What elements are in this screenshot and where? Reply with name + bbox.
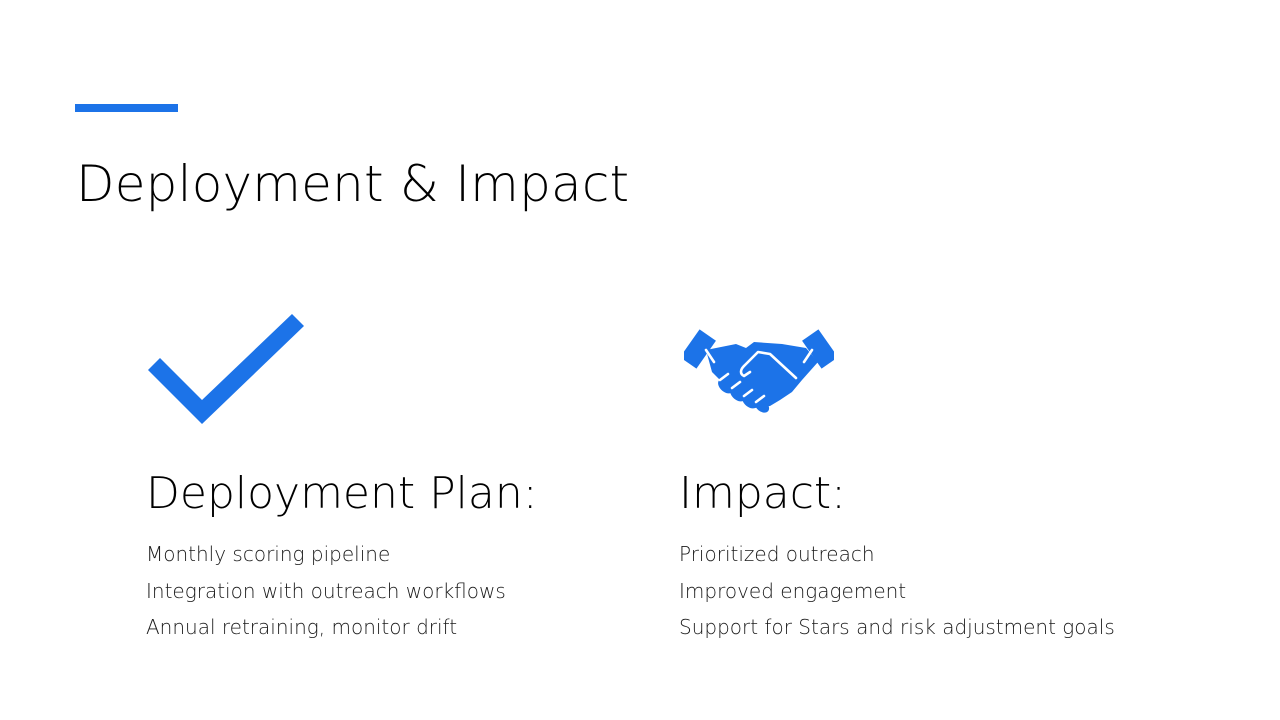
title-accent-bar <box>75 104 178 112</box>
handshake-icon <box>684 329 834 413</box>
list-item: Support for Stars and risk adjustment go… <box>679 615 1115 639</box>
deployment-plan-list: Monthly scoring pipeline Integration wit… <box>146 536 506 646</box>
deployment-plan-heading: Deployment Plan: <box>146 468 538 519</box>
list-item: Monthly scoring pipeline <box>146 542 391 566</box>
impact-list: Prioritized outreach Improved engagement… <box>679 536 1115 646</box>
list-item: Integration with outreach workflows <box>146 578 506 603</box>
list-item: Improved engagement <box>679 578 907 603</box>
slide-title: Deployment & Impact <box>76 155 630 213</box>
impact-heading: Impact: <box>679 468 846 519</box>
checkmark-icon <box>148 314 304 424</box>
list-item: Annual retraining, monitor drift <box>146 615 458 639</box>
list-item: Prioritized outreach <box>679 542 875 566</box>
